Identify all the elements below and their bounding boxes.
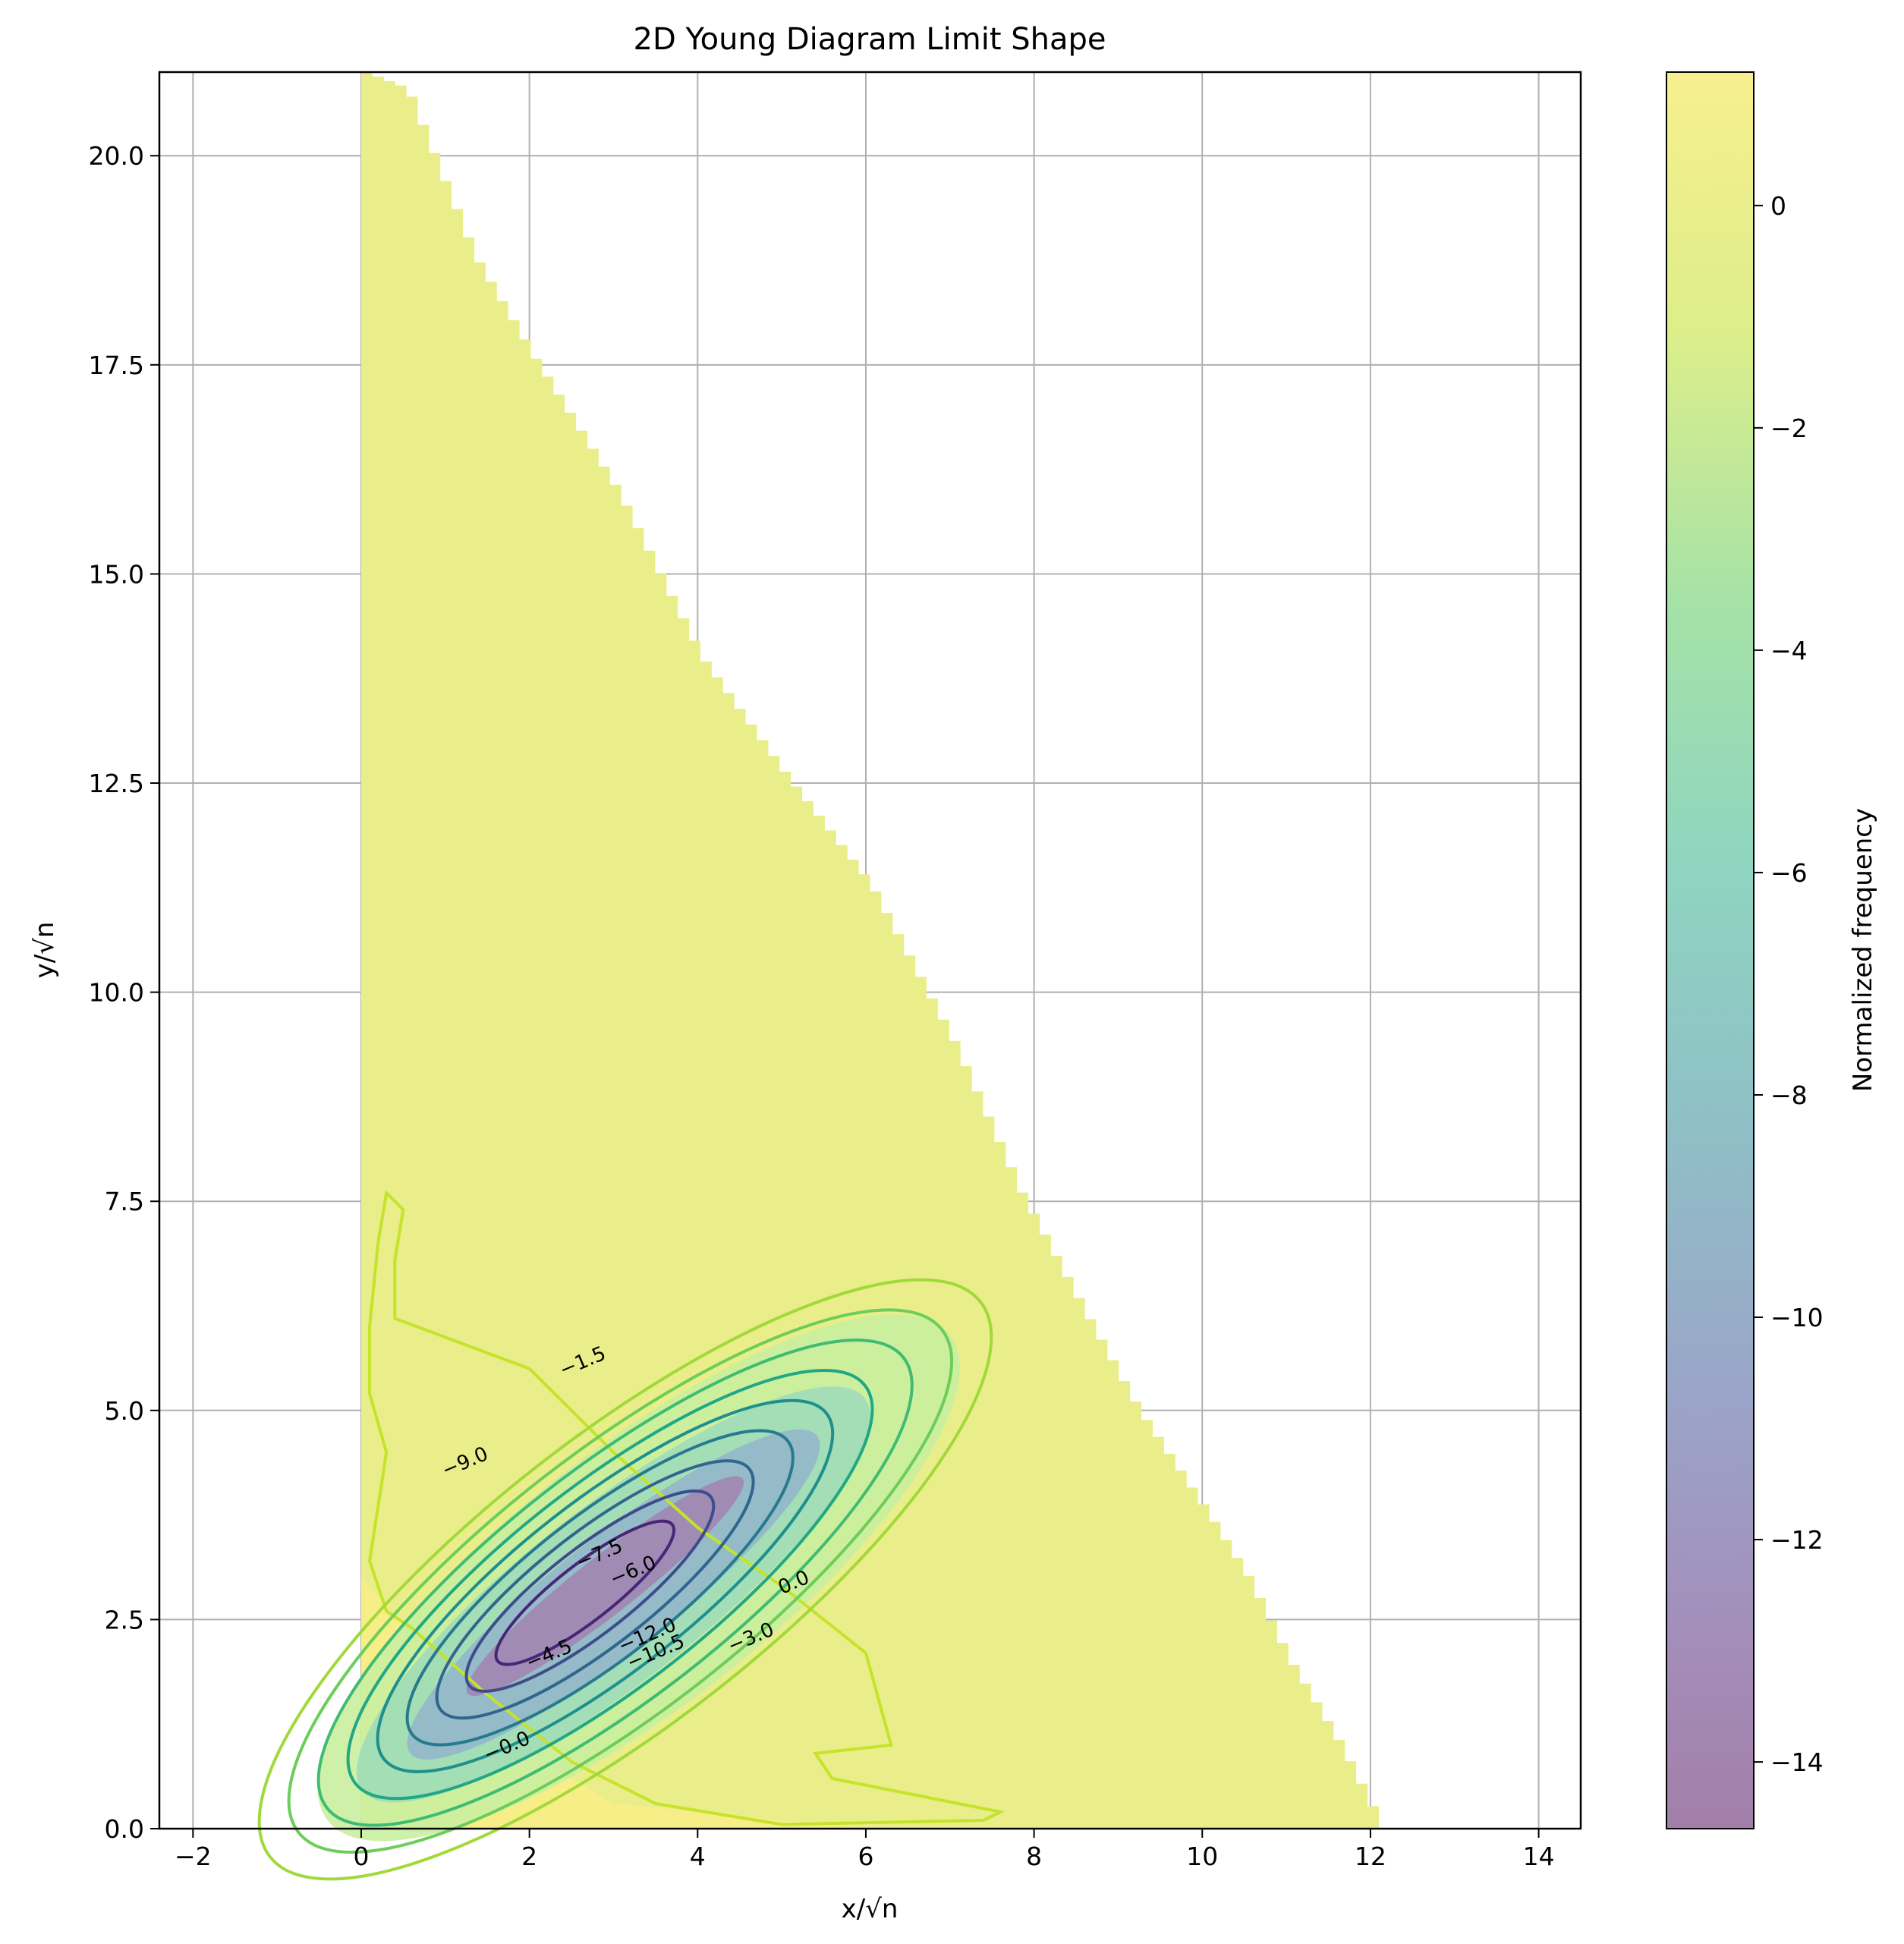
x-tick-label: 6 [858,1842,873,1871]
colorbar-tick-label: −4 [1770,636,1808,665]
colorbar-label: Normalized frequency [1848,808,1878,1092]
contour-line [316,1338,914,1827]
chart-title: 2D Young Diagram Limit Shape [634,22,1106,57]
young-diagram-region [360,72,1380,1829]
y-tick-label: 20.0 [89,141,144,171]
contour-line [494,1519,676,1666]
contour-line [464,1489,716,1693]
x-tick-label: 14 [1523,1842,1555,1871]
y-tick-label: 15.0 [89,559,144,589]
y-tick-label: 12.5 [89,769,144,798]
colorbar-tick-label: −12 [1770,1525,1824,1555]
y-tick-label: 0.0 [105,1814,144,1844]
colorbar-tick-label: −6 [1770,858,1808,888]
colorbar-tick-label: −14 [1770,1747,1824,1777]
y-axis-label: y/√n [30,922,60,979]
colorbar-tick-label: 0 [1770,191,1786,221]
colorbar: 0 −2 −4 −6 −8 −10 −12 −14 [1666,71,1824,1829]
contour-line [405,1429,795,1747]
y-tick-label: 17.5 [89,351,144,380]
y-tick-label: 10.0 [89,978,144,1008]
x-tick-label: 4 [690,1842,706,1871]
contour-line [376,1398,835,1773]
x-tick-label: 12 [1355,1842,1386,1871]
x-tick-label: 0 [353,1842,369,1871]
plot-frame [158,71,1582,1830]
contour-line [435,1459,755,1720]
x-tick-label: −2 [175,1842,212,1871]
colorbar-gradient [1666,71,1755,1829]
x-tick-label: 8 [1026,1842,1042,1871]
x-tick-label: 2 [521,1842,537,1871]
colorbar-tick-label: −2 [1770,414,1808,443]
y-tick-label: 7.5 [105,1187,144,1216]
y-tick-label: 5.0 [105,1396,144,1426]
contour-line [368,1190,1006,1826]
x-tick-label: 10 [1186,1842,1218,1871]
plot-area: 0.0−1.5−3.0−6.0−7.5−10.5−12.0−4.5−0.0−9.… [159,72,1581,1881]
x-axis-label: x/√n [842,1894,898,1924]
contour-line [257,1278,993,1881]
colorbar-tick-label: −10 [1770,1303,1824,1332]
contour-line [346,1368,874,1801]
contour-line [287,1308,954,1854]
y-tick-label: 2.5 [105,1605,144,1634]
colorbar-tick-label: −8 [1770,1081,1808,1110]
